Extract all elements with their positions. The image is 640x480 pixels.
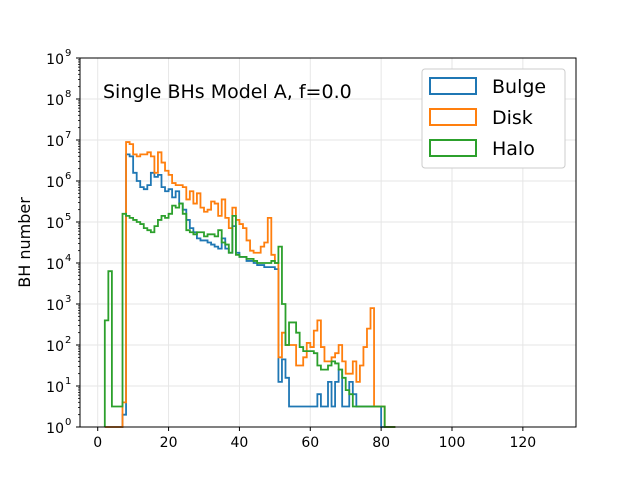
y-tick-label: 10 xyxy=(46,380,64,396)
series-bulge-step xyxy=(104,153,396,428)
x-tick-label: 20 xyxy=(160,435,178,451)
plot-area-frame xyxy=(79,57,577,428)
legend: Bulge Disk Halo xyxy=(421,68,566,169)
y-tick-exponent: 3 xyxy=(65,294,71,305)
y-tick-exponent: 9 xyxy=(65,48,71,59)
legend-swatch-bulge xyxy=(429,77,477,95)
legend-swatch-halo xyxy=(429,139,477,157)
x-tick-label: 120 xyxy=(509,435,536,451)
y-tick-exponent: 4 xyxy=(65,253,71,264)
x-tick-label: 80 xyxy=(372,435,390,451)
legend-label-bulge: Bulge xyxy=(492,76,546,98)
y-tick-exponent: 5 xyxy=(65,212,71,223)
y-tick-label: 10 xyxy=(46,216,64,232)
y-tick-label: 10 xyxy=(46,134,64,150)
y-tick-label: 10 xyxy=(46,257,64,273)
x-tick-label: 40 xyxy=(231,435,249,451)
legend-item-bulge: Bulge xyxy=(429,76,546,98)
x-tick-label: 0 xyxy=(93,435,102,451)
y-tick-label: 10 xyxy=(46,175,64,191)
legend-label-disk: Disk xyxy=(492,107,533,129)
y-axis-label: BH number xyxy=(15,197,34,288)
y-tick-label: 10 xyxy=(46,421,64,437)
y-tick-exponent: 8 xyxy=(65,89,71,100)
chart-annotation: Single BHs Model A, f=0.0 xyxy=(103,81,352,103)
y-tick-label: 10 xyxy=(46,298,64,314)
x-axis-ticks: 0 20 40 60 80 100 120 xyxy=(93,427,536,451)
x-tick-label: 100 xyxy=(439,435,466,451)
legend-item-halo: Halo xyxy=(429,138,535,160)
y-tick-exponent: 7 xyxy=(65,130,71,141)
series-halo-step xyxy=(103,202,396,428)
legend-item-disk: Disk xyxy=(429,107,533,129)
legend-swatch-disk xyxy=(429,108,477,126)
series-layer xyxy=(103,141,396,428)
y-tick-exponent: 0 xyxy=(65,417,71,428)
legend-label-halo: Halo xyxy=(492,138,535,160)
y-tick-exponent: 6 xyxy=(65,171,71,182)
y-tick-exponent: 1 xyxy=(65,376,71,387)
y-tick-exponent: 2 xyxy=(65,335,71,346)
y-tick-label: 10 xyxy=(46,52,64,68)
y-tick-label: 10 xyxy=(46,339,64,355)
x-tick-label: 60 xyxy=(301,435,319,451)
series-disk-step xyxy=(104,141,396,428)
y-tick-label: 10 xyxy=(46,93,64,109)
